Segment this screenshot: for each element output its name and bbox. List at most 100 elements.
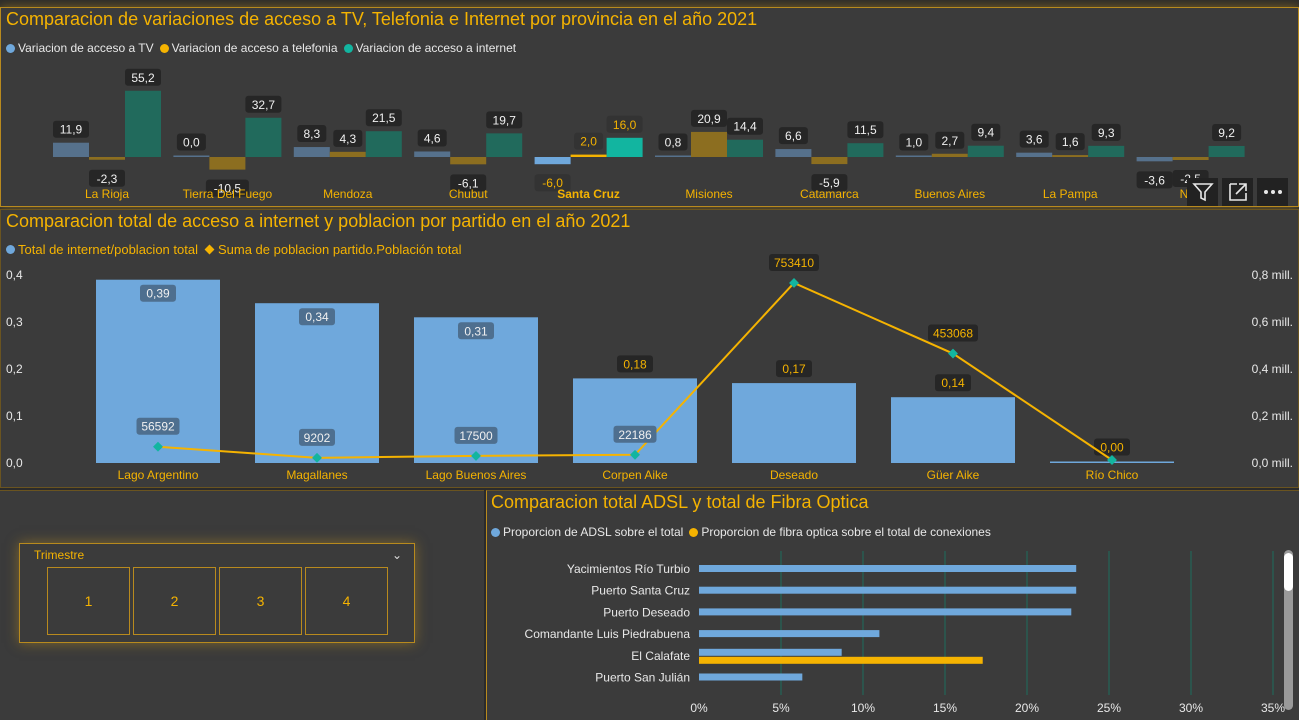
category-label-lago-argentino: Lago Argentino xyxy=(118,468,199,482)
x-tick-label: 15% xyxy=(933,701,957,715)
x-tick-label: 5% xyxy=(772,701,790,715)
provinces-legend: Variacion de acceso a TV Variacion de ac… xyxy=(6,41,518,55)
data-label-misiones-1-box xyxy=(691,109,727,127)
slicer-tile-2[interactable]: 2 xyxy=(133,567,216,635)
legend-item-internet-poblacion[interactable]: Total de internet/poblacion total xyxy=(6,242,198,257)
chevron-down-icon[interactable]: ⌄ xyxy=(391,548,402,562)
bar-misiones-telefonia xyxy=(691,131,727,157)
data-label-la-rioja-0: 11,9 xyxy=(60,123,83,137)
data-label-corpen-aike: 0,18 xyxy=(623,357,647,371)
data-label-lago-buenos-aires-box xyxy=(458,322,494,340)
adsl-chart: 0% 5% 10% 15% 20% 25% 30% 35% Yacimientos Río Tu… xyxy=(525,551,1285,715)
category-label-rio-chico: Río Chico xyxy=(1086,468,1139,482)
legend-item-fibra[interactable]: Proporcion de fibra optica sobre el tota… xyxy=(689,525,991,539)
filter-button[interactable] xyxy=(1187,178,1218,206)
data-label-la-pampa-2-box xyxy=(1091,123,1121,141)
bar-santa-cruz-tv xyxy=(534,157,571,165)
bar-lago-argentino xyxy=(96,279,220,463)
data-label-lago-buenos-aires: 0,31 xyxy=(464,324,488,338)
line-marker-rio-chico xyxy=(1107,455,1117,465)
bar-mendoza-telefonia xyxy=(329,151,366,157)
data-label-la-rioja-1-box xyxy=(89,169,125,187)
population-label-deseado: 753410 xyxy=(774,256,814,270)
legend-item-adsl[interactable]: Proporcion de ADSL sobre el total xyxy=(491,525,683,539)
bar-buenos-aires-telefonia xyxy=(931,153,968,157)
data-label-rio-chico: 0,00 xyxy=(1100,441,1124,455)
data-label-tierra-del-fuego-2-box xyxy=(245,95,282,113)
x-tick-label: 30% xyxy=(1179,701,1203,715)
scrollbar-thumb[interactable] xyxy=(1284,553,1293,591)
slicer-tile-4[interactable]: 4 xyxy=(305,567,388,635)
legend-label-tv: Variacion de acceso a TV xyxy=(18,41,154,55)
population-label-corpen-aike-box xyxy=(613,425,657,443)
population-label-lago-buenos-aires: 17500 xyxy=(459,429,493,443)
data-label-la-rioja-1: -2,3 xyxy=(97,172,118,186)
bar-buenos-aires-internet xyxy=(967,145,1004,157)
y-tick-label: 0,2 xyxy=(6,362,23,376)
data-label-chubut-1-box xyxy=(450,174,487,192)
data-label-neu-2-box xyxy=(1212,123,1242,141)
data-label-rio-chico-box xyxy=(1094,438,1130,456)
data-label-la-pampa-0-box xyxy=(1019,130,1049,148)
data-label-mendoza-2-box xyxy=(365,109,402,127)
legend-item-internet[interactable]: Variacion de acceso a internet xyxy=(343,41,517,55)
line-marker-guer-aike xyxy=(948,348,958,359)
data-label-la-pampa-2: 9,3 xyxy=(1098,126,1115,140)
bar-guer-aike xyxy=(891,397,1015,463)
data-label-catamarca-1: -5,9 xyxy=(819,176,840,190)
provinces-chart-panel: Comparacion de variaciones de acceso a T… xyxy=(0,7,1299,207)
legend-dot-internet xyxy=(343,43,353,53)
legend-label-internet-poblacion: Total de internet/poblacion total xyxy=(18,242,198,257)
data-label-misiones-1: 20,9 xyxy=(697,112,721,126)
slicer-tile-3[interactable]: 3 xyxy=(219,567,302,635)
legend-label-fibra: Proporcion de fibra optica sobre el tota… xyxy=(701,525,991,539)
legend-item-tv[interactable]: Variacion de acceso a TV xyxy=(6,41,154,55)
legend-item-poblacion[interactable]: Suma de poblacion partido.Población tota… xyxy=(204,242,462,257)
legend-dot-adsl xyxy=(491,527,500,537)
data-label-mendoza-1: 4,3 xyxy=(339,132,356,146)
y2-tick-label: 0,6 mill. xyxy=(1252,315,1293,329)
x-tick-label: 0% xyxy=(690,701,708,715)
data-label-deseado: 0,17 xyxy=(782,362,806,376)
slicer-tile-1[interactable]: 1 xyxy=(47,567,130,635)
legend-dot-tv xyxy=(6,43,15,53)
population-label-lago-argentino-box xyxy=(136,417,180,435)
data-label-la-rioja-0-box xyxy=(53,120,89,138)
population-label-magallanes-box xyxy=(299,428,335,446)
data-label-neu-0-box xyxy=(1136,171,1173,189)
adsl-chart-panel: Comparacion total ADSL y total de Fibra … xyxy=(486,490,1299,720)
legend-label-poblacion: Suma de poblacion partido.Población tota… xyxy=(217,242,462,257)
scrollbar-track[interactable] xyxy=(1284,550,1293,710)
line-marker-corpen-aike xyxy=(630,449,640,460)
data-label-santa-cruz-2: 16,0 xyxy=(613,118,637,132)
bar-adsl-yacimientos-rio-turbio xyxy=(699,565,1077,572)
legend-label-telefonia: Variacion de acceso a telefonia xyxy=(171,41,338,55)
y2-tick-label: 0,2 mill. xyxy=(1252,409,1293,423)
line-marker-lago-buenos-aires xyxy=(471,450,481,461)
focus-mode-button[interactable] xyxy=(1222,178,1253,206)
partidos-chart-title: Comparacion total de acceso a internet y… xyxy=(6,211,631,231)
legend-label-internet: Variacion de acceso a internet xyxy=(355,41,517,55)
bar-misiones-internet xyxy=(727,139,763,157)
data-label-catamarca-0: 6,6 xyxy=(785,129,802,143)
category-label-misiones: Misiones xyxy=(685,187,732,201)
data-label-catamarca-2-box xyxy=(847,121,884,139)
bar-la-pampa-tv xyxy=(1016,152,1053,157)
data-label-magallanes-box xyxy=(299,308,335,326)
line-marker-lago-argentino xyxy=(153,441,163,452)
data-label-catamarca-2: 11,5 xyxy=(854,123,877,137)
bar-adsl-puerto-san-julian xyxy=(699,673,803,681)
legend-item-telefonia[interactable]: Variacion de acceso a telefonia xyxy=(159,41,338,55)
more-options-button[interactable] xyxy=(1257,178,1288,206)
partidos-chart-panel: Comparacion total de acceso a internet y… xyxy=(0,209,1299,488)
data-label-chubut-2-box xyxy=(486,111,523,129)
bar-chubut-tv xyxy=(414,151,451,157)
data-label-chubut-1: -6,1 xyxy=(458,176,479,190)
population-label-magallanes: 9202 xyxy=(304,431,331,445)
bar-santa-cruz-telefonia xyxy=(570,154,607,157)
legend-dot-telefonia xyxy=(159,43,169,53)
x-tick-label: 35% xyxy=(1261,701,1285,715)
category-label-corpen-aike: Corpen Aike xyxy=(602,468,668,482)
line-marker-deseado xyxy=(789,277,799,288)
category-label-catamarca: Catamarca xyxy=(800,187,859,201)
